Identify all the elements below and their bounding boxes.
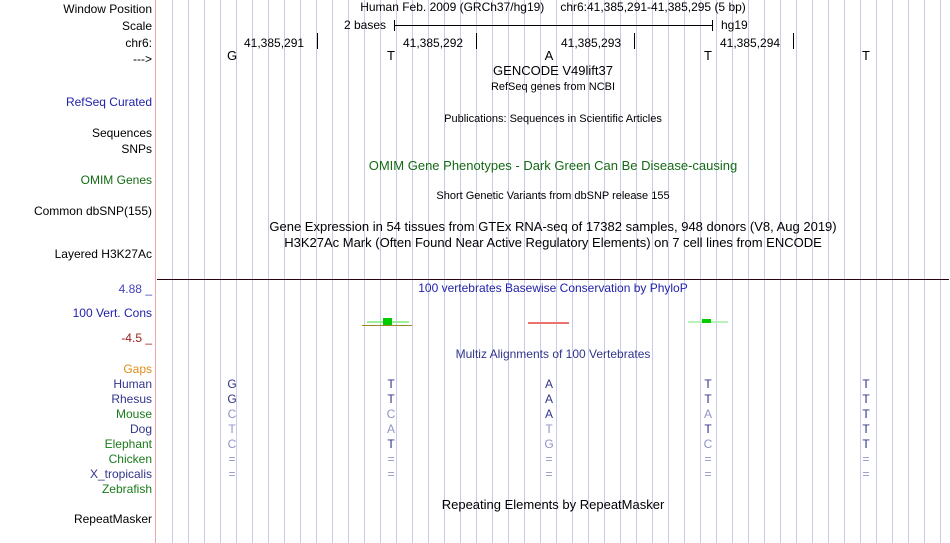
- cons-negative-line-col3: [528, 322, 569, 324]
- track-title-refseq-ncbi[interactable]: RefSeq genes from NCBI: [490, 81, 616, 93]
- assembly-name: Human Feb. 2009 (GRCh37/hg19): [360, 0, 545, 14]
- label-common-dbsnp[interactable]: Common dbSNP(155): [33, 204, 152, 218]
- aln-cell: T: [704, 422, 712, 436]
- aln-cell: =: [228, 467, 236, 481]
- label-chrom[interactable]: chr6:: [125, 36, 152, 50]
- track-title-multiz[interactable]: Multiz Alignments of 100 Vertebrates: [455, 347, 651, 361]
- label-scale[interactable]: Scale: [121, 19, 152, 33]
- track-title-phylop[interactable]: 100 vertebrates Basewise Conservation by…: [418, 281, 688, 295]
- ruler-base-1: G: [226, 48, 238, 63]
- scale-bar-cap-right: [712, 20, 713, 31]
- aln-cell: T: [387, 437, 395, 451]
- aln-cell: T: [704, 392, 712, 406]
- aln-cell: T: [862, 407, 870, 421]
- insert-marker-line: [155, 0, 156, 543]
- ruler-tick-2: [476, 33, 477, 49]
- aln-cell: T: [862, 437, 870, 451]
- species-label-human[interactable]: Human: [113, 377, 152, 391]
- aln-cell: T: [387, 377, 395, 391]
- aln-cell: =: [387, 452, 395, 466]
- label-cons-min: -4.5 _: [121, 331, 152, 345]
- aln-cell: T: [387, 392, 395, 406]
- window-position-header: Human Feb. 2009 (GRCh37/hg19) chr6:41,385…: [157, 0, 949, 14]
- species-label-x-tropicalis[interactable]: X_tropicalis: [89, 467, 152, 481]
- track-title-dbsnp[interactable]: Short Genetic Variants from dbSNP releas…: [436, 190, 670, 202]
- label-100-vert-cons[interactable]: 100 Vert. Cons: [72, 306, 152, 320]
- aln-cell: T: [862, 392, 870, 406]
- aln-cell: C: [703, 437, 713, 451]
- ruler-base-5: T: [862, 48, 870, 63]
- assembly-short-label: hg19: [721, 18, 748, 32]
- track-title-publications[interactable]: Publications: Sequences in Scientific Ar…: [444, 113, 662, 125]
- cons-bar-col2: [383, 318, 392, 325]
- aln-cell: =: [228, 452, 236, 466]
- aln-cell: T: [228, 422, 236, 436]
- aln-cell: T: [862, 422, 870, 436]
- label-layered-h3k27ac[interactable]: Layered H3K27Ac: [54, 247, 152, 261]
- cons-bar-col4: [702, 319, 711, 323]
- scale-bar-label: 2 bases: [344, 18, 387, 32]
- ruler-tick-1: [317, 33, 318, 49]
- aln-cell: T: [545, 422, 553, 436]
- aln-cell: =: [862, 467, 870, 481]
- track-title-repeatmasker[interactable]: Repeating Elements by RepeatMasker: [441, 497, 665, 512]
- aln-cell: A: [386, 422, 395, 436]
- track-title-gencode[interactable]: GENCODE V49lift37: [493, 63, 613, 78]
- aln-cell: =: [704, 467, 712, 481]
- species-label-rhesus[interactable]: Rhesus: [111, 392, 152, 406]
- label-sequences[interactable]: Sequences: [91, 126, 152, 140]
- species-label-mouse[interactable]: Mouse: [115, 407, 152, 421]
- label-repeatmasker[interactable]: RepeatMasker: [73, 512, 152, 526]
- label-window-position[interactable]: Window Position: [63, 2, 152, 16]
- aln-cell: =: [387, 467, 395, 481]
- ruler-base-2: T: [387, 48, 395, 63]
- ruler-base-3: A: [544, 48, 554, 63]
- track-title-h3k27ac[interactable]: H3K27Ac Mark (Often Found Near Active Re…: [284, 235, 822, 250]
- aln-cell: C: [227, 407, 237, 421]
- species-label-chicken[interactable]: Chicken: [108, 452, 152, 466]
- label-cons-max: 4.88 _: [118, 282, 152, 296]
- aln-cell: G: [227, 377, 237, 391]
- species-label-dog[interactable]: Dog: [129, 422, 152, 436]
- ruler-base-4: T: [704, 48, 712, 63]
- aln-cell: T: [704, 377, 712, 391]
- aln-cell: =: [704, 452, 712, 466]
- aln-cell: A: [544, 407, 553, 421]
- label-refseq-curated[interactable]: RefSeq Curated: [65, 95, 152, 109]
- aln-cell: C: [227, 437, 237, 451]
- aln-cell: =: [862, 452, 870, 466]
- conservation-top-separator: [157, 279, 949, 280]
- ruler-coordinate-3: 41,385,293: [561, 36, 622, 50]
- aln-cell: =: [545, 467, 553, 481]
- aln-cell: C: [386, 407, 396, 421]
- aln-cell: A: [544, 377, 553, 391]
- scale-bar-cap-left: [394, 20, 395, 31]
- species-label-elephant[interactable]: Elephant: [104, 437, 152, 451]
- track-title-omim[interactable]: OMIM Gene Phenotypes - Dark Green Can Be…: [368, 158, 738, 173]
- label-snps[interactable]: SNPs: [121, 142, 152, 156]
- ruler-coordinate-2: 41,385,292: [403, 36, 464, 50]
- label-gaps[interactable]: Gaps: [123, 362, 152, 376]
- track-title-gtex[interactable]: Gene Expression in 54 tissues from GTEx …: [269, 219, 837, 234]
- label-omim-genes[interactable]: OMIM Genes: [80, 173, 152, 187]
- cons-olive-line-col2: [362, 325, 412, 326]
- aln-cell: G: [544, 437, 554, 451]
- ruler-coordinate-1: 41,385,291: [244, 36, 305, 50]
- track-label-column: Window Position Scale chr6: ---> RefSeq …: [0, 0, 152, 543]
- aln-cell: A: [544, 392, 553, 406]
- ruler-tick-4: [793, 33, 794, 49]
- scale-bar-line: [394, 25, 712, 26]
- position-range[interactable]: chr6:41,385,291-41,385,295 (5 bp): [560, 0, 746, 14]
- species-label-zebrafish[interactable]: Zebrafish: [101, 482, 152, 496]
- aln-cell: G: [227, 392, 237, 406]
- ruler-tick-3: [634, 33, 635, 49]
- label-strand[interactable]: --->: [133, 52, 152, 66]
- aln-cell: A: [703, 407, 712, 421]
- aln-cell: T: [862, 377, 870, 391]
- aln-cell: =: [545, 452, 553, 466]
- ruler-coordinate-4: 41,385,294: [720, 36, 781, 50]
